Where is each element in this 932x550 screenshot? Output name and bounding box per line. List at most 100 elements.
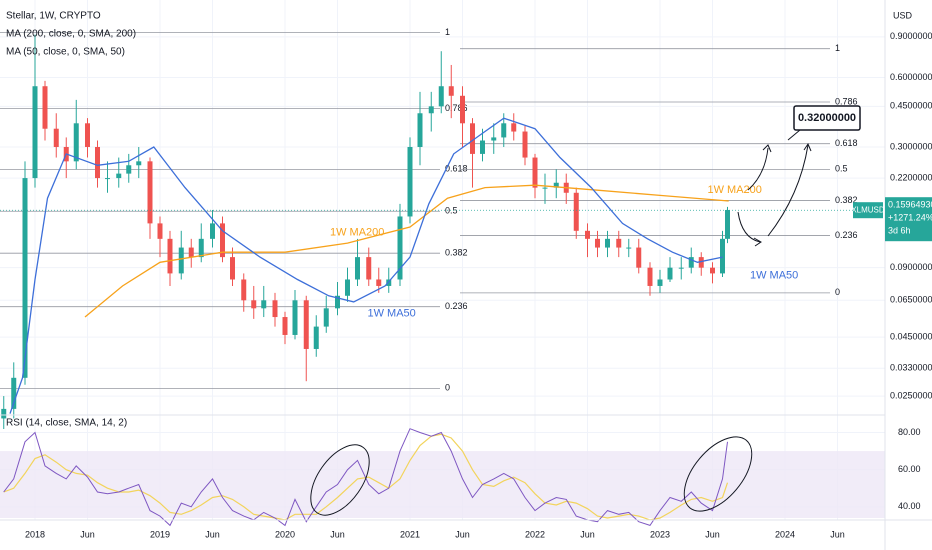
ma-line	[84, 184, 729, 318]
candle-body	[491, 137, 497, 141]
candle-body	[407, 146, 413, 217]
candle-body	[126, 165, 132, 174]
x-tick-label: Jun	[455, 529, 470, 539]
candle-body	[188, 247, 194, 258]
candle-body	[616, 238, 622, 248]
candle-body	[636, 247, 642, 268]
candle-body	[116, 173, 122, 179]
fib-label: 0	[835, 287, 840, 297]
plot: 1W MA200 1W MA200 1W MA50 1W MA50	[0, 34, 885, 527]
candle-body	[710, 267, 715, 274]
candle-body	[345, 279, 350, 296]
candle-body	[272, 300, 278, 318]
candle-body	[647, 267, 653, 286]
callout-pointer	[787, 129, 801, 141]
fib-label: 0	[445, 383, 450, 393]
candle-body	[585, 230, 590, 239]
legend-entry: MA (50, close, 0, SMA, 50)	[6, 47, 125, 58]
candle-body	[376, 279, 382, 286]
annotation: 1W MA200	[708, 184, 762, 196]
candle-body	[542, 187, 548, 189]
symbol: XLMUSD	[851, 205, 885, 214]
rsi-ellipse	[683, 436, 753, 512]
candle-body	[532, 157, 538, 188]
fib-label: 0.236	[445, 301, 468, 311]
candle-body	[42, 86, 48, 129]
fib-label: 0.786	[835, 96, 858, 106]
callout-box	[793, 105, 861, 131]
candle-body	[22, 178, 28, 378]
candle-body	[438, 86, 444, 107]
candle-body	[501, 123, 507, 138]
candle-body	[366, 257, 372, 280]
rsi-tick-label: 60.00	[898, 464, 921, 474]
candle-body	[725, 210, 730, 239]
candle-body	[85, 123, 90, 147]
candle-body	[335, 295, 340, 309]
candle-body	[303, 300, 309, 349]
candle-body	[32, 86, 38, 179]
x-tick-label: 2019	[150, 529, 170, 539]
candle-body	[657, 279, 663, 286]
candle-body	[220, 223, 225, 258]
fib-label: 1	[835, 43, 840, 53]
candle-body	[698, 257, 704, 268]
x-tick-label: Jun	[830, 529, 845, 539]
candle-body	[313, 326, 319, 349]
candle-body	[417, 113, 423, 147]
fib-label: 0.786	[445, 103, 468, 113]
candle-body	[230, 257, 235, 280]
candle-body	[167, 238, 173, 274]
annotation: 1W MA200	[330, 226, 384, 238]
candle-body	[448, 86, 454, 96]
x-tick-label: 2023	[650, 529, 670, 539]
price-box	[885, 197, 932, 242]
rsi-title: RSI (14, close, SMA, 14, 2)	[6, 418, 127, 429]
annotation: 1W MA50	[368, 307, 416, 319]
x-tick-label: 2018	[25, 529, 45, 539]
fib-label: 0.382	[835, 195, 858, 205]
currency: USD	[893, 10, 913, 20]
countdown: 3d 6h	[888, 226, 911, 236]
x-tick-label: Jun	[705, 529, 720, 539]
x-tick-label: Jun	[580, 529, 595, 539]
fib-label: 0.618	[835, 138, 858, 148]
fib-label: 0.236	[835, 230, 858, 240]
rsi-band	[0, 451, 885, 518]
candle-body	[626, 247, 632, 249]
candle-body	[157, 223, 163, 239]
candle-body	[1, 408, 7, 419]
change: +1271.24%	[888, 213, 932, 223]
candle-body	[605, 238, 610, 248]
fib-label: 0.382	[445, 248, 468, 258]
candle-body	[105, 178, 110, 180]
fib-label: 0.618	[445, 164, 468, 174]
last-price: 0.15964930	[888, 200, 932, 210]
candle-body	[470, 123, 475, 154]
candle-body	[241, 279, 247, 301]
candle-body	[53, 128, 59, 147]
arrow	[747, 147, 769, 191]
candle-body	[522, 131, 528, 158]
symbol-box	[853, 202, 883, 219]
candle-body	[595, 238, 600, 248]
candle-body	[720, 238, 725, 274]
arrow	[737, 211, 761, 243]
rsi-ma-line	[3, 433, 729, 521]
arrow-head	[762, 144, 772, 153]
ma-line	[9, 117, 723, 414]
arrow-head	[753, 237, 762, 247]
fib-label: 0.5	[445, 206, 458, 216]
x-tick-label: 2022	[525, 529, 545, 539]
candle-body	[95, 146, 100, 179]
candle-body	[355, 257, 360, 280]
rsi-tick-label: 40.00	[898, 501, 921, 511]
candle-body	[667, 267, 673, 280]
